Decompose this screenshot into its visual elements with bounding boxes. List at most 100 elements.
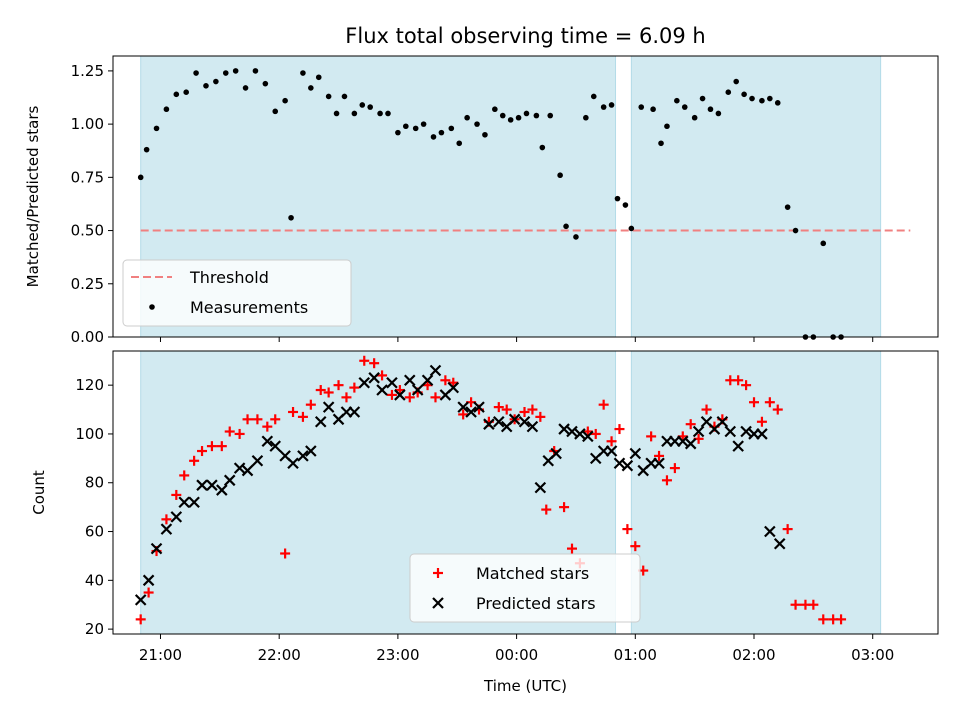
measurement-point: [325, 93, 332, 100]
predicted-star-point: [287, 457, 299, 470]
x-b: [279, 450, 291, 462]
y-tick-label: 1.25: [71, 62, 104, 80]
measurement-point: [448, 125, 455, 132]
x-tick-label: 02:00: [732, 646, 775, 664]
measurement-point: [774, 100, 781, 106]
x-b: [457, 401, 469, 413]
matched-star-point: [323, 387, 334, 398]
matched-star-point: [501, 404, 512, 415]
x-b: [314, 415, 327, 428]
predicted-star-point: [653, 457, 665, 470]
measurement-point: [153, 125, 160, 132]
x-b: [233, 462, 246, 474]
measurement-point: [367, 104, 373, 110]
x-tick-label: 03:00: [851, 646, 894, 664]
predicted-star-point: [621, 459, 634, 472]
matched-star-point: [654, 450, 665, 461]
predicted-star-point: [740, 425, 752, 438]
matched-star-point: [143, 587, 154, 598]
x-b: [724, 425, 737, 438]
predicted-star-point: [473, 401, 485, 413]
predicted-star-point: [773, 537, 786, 550]
matched-star-point: [772, 404, 783, 415]
measurement-point: [456, 140, 463, 147]
matched-star-point: [836, 614, 847, 625]
matched-star-point: [171, 489, 182, 500]
matched-star-point: [161, 514, 172, 525]
matched-star-point: [234, 428, 245, 439]
matched-star-point: [808, 599, 819, 610]
x-tick-label: 01:00: [614, 646, 657, 664]
matched-star-point: [252, 414, 263, 425]
matched-star-point: [566, 543, 577, 554]
x-b: [403, 374, 416, 387]
measurement-point: [691, 114, 698, 121]
axes-frame: [112, 55, 939, 338]
measurement-point: [622, 202, 629, 208]
matched-star-point: [535, 411, 546, 422]
matched-star-point: [458, 409, 469, 420]
x-b: [534, 481, 547, 494]
matched-star-point: [430, 392, 441, 403]
x-b: [605, 445, 618, 457]
bottom-legend: Matched stars Predicted stars: [409, 553, 641, 623]
x-b: [558, 423, 570, 435]
matched-star-point: [818, 614, 829, 625]
matched-star-point: [733, 375, 744, 386]
matched-star-point: [386, 389, 397, 400]
legend-measurements-swatch: [149, 304, 155, 310]
x-axis-label: Time (UTC): [483, 677, 567, 695]
predicted-star-point: [368, 372, 380, 384]
matched-star-point: [622, 524, 633, 535]
x-b: [216, 484, 228, 496]
measurement-point: [515, 114, 522, 121]
measurement-point: [725, 89, 732, 95]
measurement-point: [664, 123, 670, 130]
matched-star-point: [541, 504, 552, 515]
x-b: [613, 457, 626, 470]
measurement-point: [288, 214, 294, 221]
matched-star-point: [179, 470, 190, 481]
y-tick-label: 1.00: [71, 115, 104, 133]
y-tick-label: 0.50: [71, 222, 104, 240]
predicted-star-point: [241, 464, 254, 477]
measurement-point: [767, 95, 773, 102]
x-b: [394, 389, 406, 401]
predicted-star-point: [613, 457, 626, 470]
measurement-point: [650, 106, 656, 113]
measurement-point: [583, 114, 589, 121]
predicted-star-point: [764, 525, 776, 538]
measurement-point: [474, 121, 480, 127]
matched-star-point: [782, 524, 793, 535]
x-b: [508, 413, 521, 426]
matched-star-point: [224, 426, 235, 437]
x-b: [465, 406, 477, 418]
predicted-star-point: [582, 430, 594, 443]
top-y-axis-label: Matched/Predicted stars: [24, 106, 42, 288]
predicted-star-point: [305, 445, 317, 457]
x-b: [261, 435, 274, 448]
matched-star-point: [288, 406, 299, 417]
x-b: [368, 372, 380, 384]
measurement-point: [600, 104, 607, 110]
x-b: [756, 428, 768, 440]
matched-star-point: [519, 406, 530, 417]
x-b: [732, 440, 744, 452]
chart-title: Flux total observing time = 6.09 h: [345, 24, 705, 48]
predicted-star-point: [196, 479, 208, 491]
measurement-point: [733, 78, 740, 85]
matched-star-point: [377, 370, 388, 381]
measurement-point: [523, 110, 530, 117]
x-b: [305, 445, 317, 457]
predicted-star-point: [534, 481, 547, 494]
matched-star-point: [242, 414, 253, 425]
matched-star-point: [764, 397, 775, 408]
predicted-star-point: [269, 440, 282, 452]
matched-star-point: [606, 436, 617, 447]
measurement-point: [173, 91, 180, 98]
observing-interval-2: [630, 55, 882, 338]
x-b: [196, 479, 208, 491]
measurement-point: [759, 97, 765, 104]
predicted-star-point: [314, 415, 327, 428]
x-b: [150, 542, 163, 555]
